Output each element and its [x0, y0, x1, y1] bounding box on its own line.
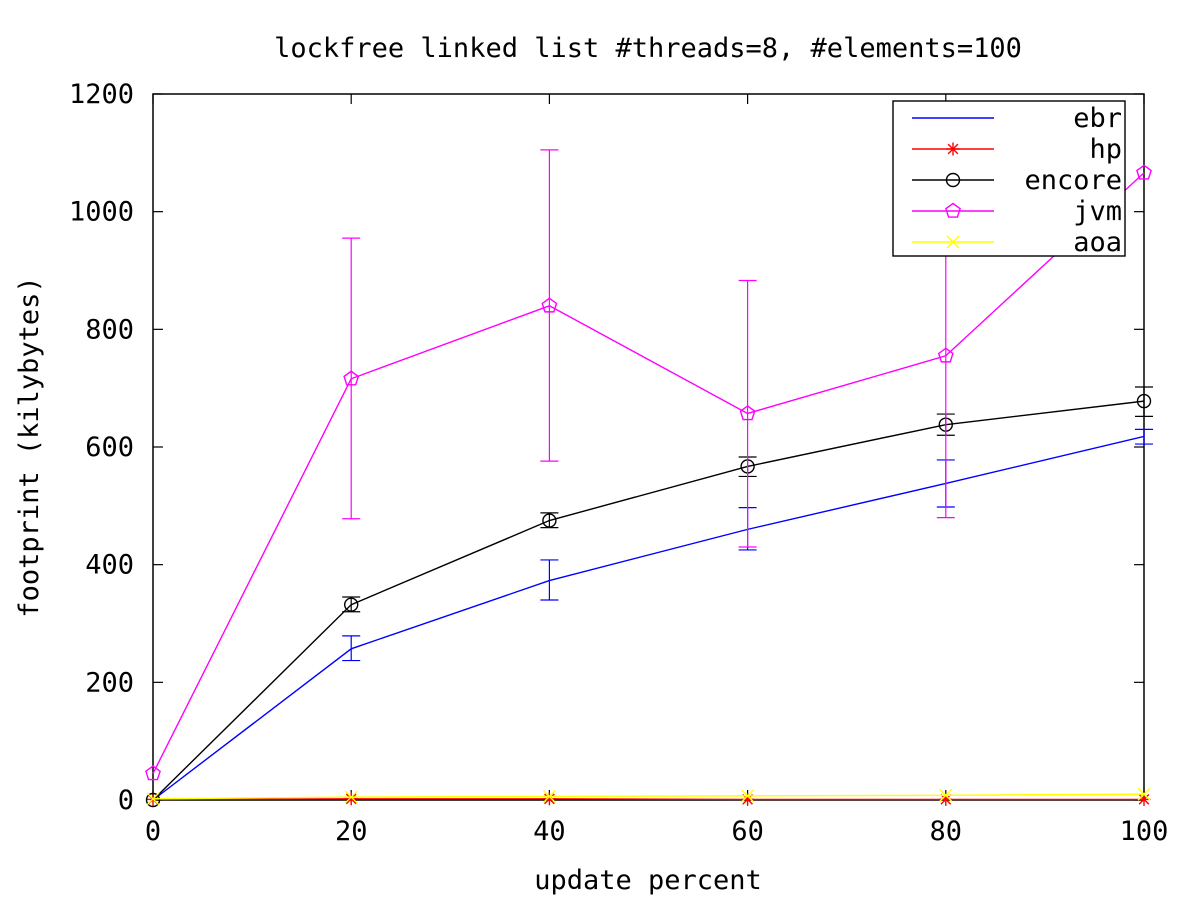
x-tick-label: 80 [930, 816, 963, 847]
y-tick-label: 800 [85, 314, 134, 345]
x-marker-stroke [741, 789, 755, 803]
error-bar-ebr [540, 559, 559, 601]
y-tick-label: 0 [118, 785, 134, 816]
x-marker-stroke [1137, 787, 1151, 801]
pentagon-marker-shape [343, 370, 360, 386]
error-bar-encore [1135, 386, 1153, 418]
series-encore [145, 386, 1153, 808]
circle-marker-shape [1136, 393, 1152, 409]
star-marker-stroke [345, 793, 357, 805]
legend-marker-jvm [945, 202, 961, 218]
error-bar-ebr [1135, 428, 1153, 445]
legend-label-ebr: ebr [1073, 103, 1122, 134]
data-point-jvm [343, 370, 360, 386]
series-layer [145, 149, 1153, 808]
data-point-hp [344, 792, 358, 806]
data-point-jvm [1136, 164, 1152, 180]
data-point-aoa [146, 792, 160, 806]
x-tick-label: 0 [145, 816, 161, 847]
y-tick-label: 1200 [69, 79, 134, 110]
series-line-hp [152, 798, 1144, 801]
x-tick-label: 60 [731, 816, 764, 847]
x-marker-stroke [344, 790, 358, 804]
data-point-jvm [739, 405, 756, 421]
series-line-encore [152, 400, 1145, 801]
x-tick-label: 20 [335, 816, 368, 847]
series-ebr [152, 428, 1153, 801]
y-axis-label: footprint (kilybytes) [14, 276, 45, 617]
pentagon-marker-shape [541, 297, 558, 313]
error-bar-jvm [738, 279, 757, 548]
star-marker-stroke [1138, 794, 1150, 805]
x-tick-label: 40 [533, 816, 566, 847]
circle-marker-shape [945, 172, 961, 188]
x-marker-stroke [939, 788, 953, 802]
data-point-aoa [1137, 787, 1151, 801]
legend-label-jvm: jvm [1073, 196, 1122, 227]
error-bar-jvm [342, 237, 361, 520]
chart-title: lockfree linked list #threads=8, #elemen… [274, 33, 1022, 64]
series-line-aoa [152, 793, 1145, 800]
pentagon-marker-shape [739, 405, 756, 421]
data-point-encore [145, 792, 161, 808]
circle-marker-shape [145, 792, 161, 808]
data-point-aoa [542, 789, 556, 803]
series-aoa [146, 787, 1151, 806]
legend-box [892, 100, 1126, 257]
circle-marker-shape [542, 513, 557, 528]
legend-marker-encore [945, 172, 961, 188]
star-marker-stroke [947, 143, 959, 155]
legend-label-aoa: aoa [1073, 227, 1122, 258]
x-marker-stroke [946, 235, 960, 249]
y-tick-label: 1000 [69, 197, 134, 228]
error-bar-ebr [342, 635, 361, 662]
data-point-hp [542, 792, 556, 806]
star-marker-stroke [544, 793, 555, 805]
data-point-hp [741, 792, 755, 806]
pentagon-marker-shape [1136, 164, 1152, 180]
y-tick-label: 200 [85, 667, 134, 698]
data-point-aoa [939, 788, 953, 802]
legend-label-hp: hp [1089, 134, 1122, 165]
pentagon-marker-shape [145, 765, 161, 781]
data-point-encore [344, 597, 359, 612]
series-line-ebr [152, 435, 1145, 801]
y-tick-label: 600 [85, 432, 134, 463]
circle-marker-shape [344, 597, 359, 612]
pentagon-marker-shape [945, 202, 961, 218]
data-point-aoa [344, 790, 358, 804]
legend-marker-hp [946, 142, 960, 156]
data-point-jvm [937, 347, 954, 363]
data-point-encore [542, 513, 557, 528]
series-line-jvm [152, 172, 1145, 774]
legend-marker-aoa [946, 235, 960, 249]
data-point-aoa [741, 789, 755, 803]
x-marker-stroke [542, 789, 556, 803]
legend-label-encore: encore [1024, 165, 1122, 196]
x-tick-label: 100 [1120, 816, 1169, 847]
x-axis-label: update percent [534, 865, 762, 896]
star-marker-stroke [940, 794, 952, 805]
data-point-encore [1136, 393, 1152, 409]
x-marker-stroke [146, 792, 160, 806]
pentagon-marker-shape [937, 347, 954, 363]
data-point-jvm [145, 765, 161, 781]
data-point-jvm [541, 297, 558, 313]
error-bar-jvm [540, 149, 559, 462]
y-tick-label: 400 [85, 550, 134, 581]
